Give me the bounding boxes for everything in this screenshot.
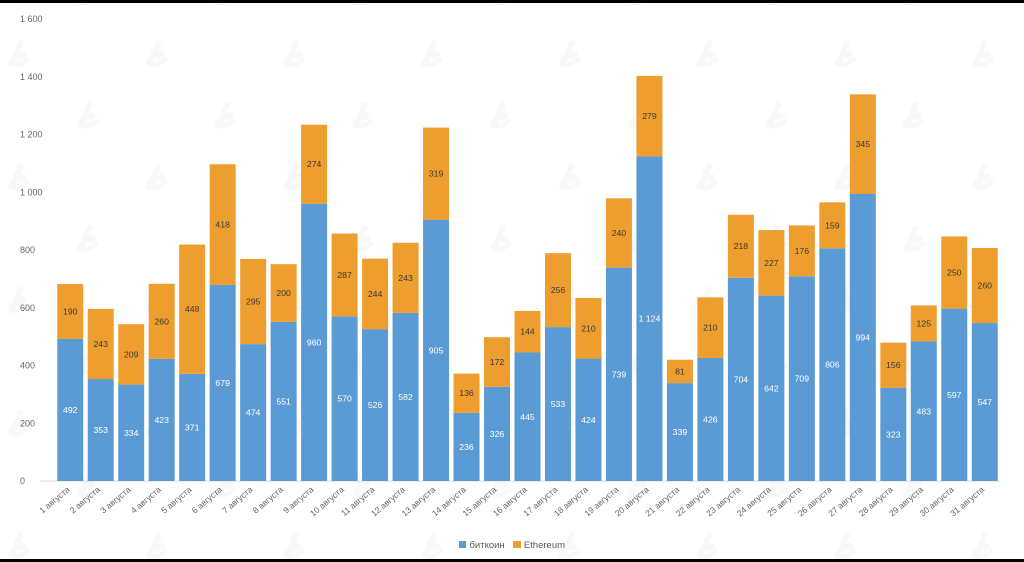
svg-text:445: 445 xyxy=(520,412,535,422)
svg-text:339: 339 xyxy=(673,427,688,437)
svg-text:190: 190 xyxy=(63,307,78,317)
svg-text:547: 547 xyxy=(978,397,993,407)
svg-text:334: 334 xyxy=(124,428,139,438)
svg-text:209: 209 xyxy=(124,349,139,359)
svg-text:326: 326 xyxy=(490,429,505,439)
svg-text:533: 533 xyxy=(551,399,566,409)
svg-text:274: 274 xyxy=(307,159,322,169)
svg-text:260: 260 xyxy=(978,281,993,291)
svg-text:240: 240 xyxy=(612,228,627,238)
svg-text:483: 483 xyxy=(917,406,932,416)
svg-text:159: 159 xyxy=(825,220,840,230)
svg-text:176: 176 xyxy=(795,246,810,256)
svg-text:295: 295 xyxy=(246,297,261,307)
svg-text:172: 172 xyxy=(490,357,505,367)
svg-text:1 124: 1 124 xyxy=(639,314,661,324)
svg-text:287: 287 xyxy=(337,270,352,280)
svg-text:400: 400 xyxy=(20,361,35,371)
svg-text:679: 679 xyxy=(215,378,230,388)
svg-text:597: 597 xyxy=(947,390,962,400)
svg-text:319: 319 xyxy=(429,169,444,179)
svg-text:125: 125 xyxy=(917,319,932,329)
svg-text:806: 806 xyxy=(825,360,840,370)
svg-text:156: 156 xyxy=(886,360,901,370)
svg-text:709: 709 xyxy=(795,374,810,384)
svg-text:243: 243 xyxy=(93,339,108,349)
svg-text:227: 227 xyxy=(764,258,779,268)
svg-text:642: 642 xyxy=(764,383,779,393)
svg-text:1 400: 1 400 xyxy=(20,72,43,82)
svg-text:144: 144 xyxy=(520,327,535,337)
svg-text:492: 492 xyxy=(63,405,78,415)
svg-text:81: 81 xyxy=(675,366,685,376)
svg-text:218: 218 xyxy=(734,241,749,251)
svg-text:210: 210 xyxy=(703,323,718,333)
svg-text:704: 704 xyxy=(734,374,749,384)
svg-text:1 600: 1 600 xyxy=(20,14,43,24)
svg-text:260: 260 xyxy=(154,316,169,326)
svg-text:345: 345 xyxy=(856,139,871,149)
svg-text:210: 210 xyxy=(581,323,596,333)
svg-text:570: 570 xyxy=(337,394,352,404)
svg-text:244: 244 xyxy=(368,289,383,299)
svg-text:905: 905 xyxy=(429,345,444,355)
svg-text:200: 200 xyxy=(276,288,291,298)
svg-text:426: 426 xyxy=(703,415,718,425)
svg-text:256: 256 xyxy=(551,285,566,295)
svg-text:960: 960 xyxy=(307,337,322,347)
svg-text:526: 526 xyxy=(368,400,383,410)
svg-text:0: 0 xyxy=(20,476,25,486)
svg-text:423: 423 xyxy=(154,415,169,425)
svg-text:371: 371 xyxy=(185,422,200,432)
svg-text:600: 600 xyxy=(20,303,35,313)
svg-text:323: 323 xyxy=(886,429,901,439)
svg-text:800: 800 xyxy=(20,245,35,255)
svg-text:448: 448 xyxy=(185,304,200,314)
svg-text:279: 279 xyxy=(642,111,657,121)
svg-text:243: 243 xyxy=(398,273,413,283)
svg-text:353: 353 xyxy=(93,425,108,435)
svg-text:551: 551 xyxy=(276,396,291,406)
svg-text:418: 418 xyxy=(215,220,230,230)
svg-text:1 200: 1 200 xyxy=(20,130,43,140)
svg-text:250: 250 xyxy=(947,268,962,278)
svg-text:236: 236 xyxy=(459,442,474,452)
svg-text:739: 739 xyxy=(612,369,627,379)
svg-text:1 000: 1 000 xyxy=(20,187,43,197)
svg-text:424: 424 xyxy=(581,415,596,425)
svg-text:582: 582 xyxy=(398,392,413,402)
svg-text:136: 136 xyxy=(459,388,474,398)
svg-text:200: 200 xyxy=(20,418,35,428)
svg-text:994: 994 xyxy=(856,333,871,343)
svg-text:474: 474 xyxy=(246,408,261,418)
